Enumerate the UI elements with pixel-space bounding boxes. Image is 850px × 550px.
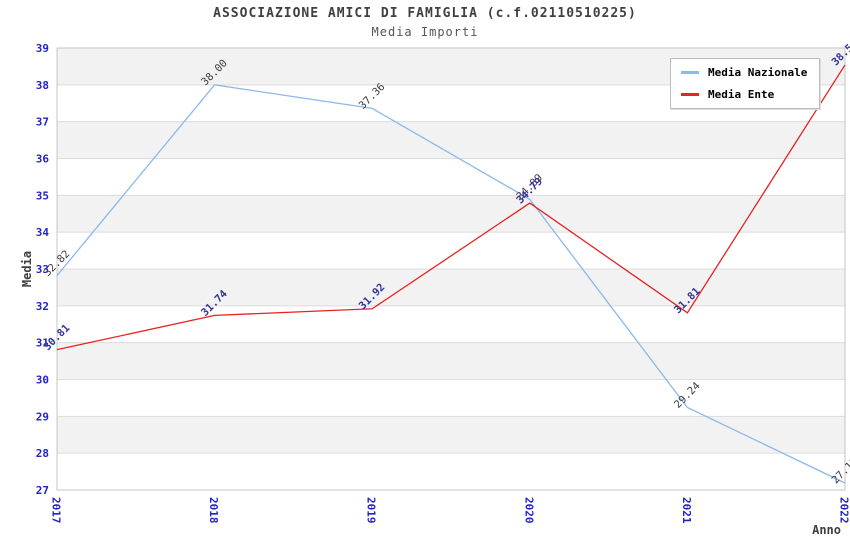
y-tick-label: 34 <box>36 226 50 239</box>
media-ente-line-swatch-icon <box>681 93 699 96</box>
y-tick-label: 35 <box>36 189 49 202</box>
y-tick-label: 32 <box>36 300 49 313</box>
data-point-label: 27.19 <box>829 455 850 486</box>
x-tick-label: 2019 <box>365 497 378 524</box>
data-point-label: 37.36 <box>357 81 388 112</box>
series-line-media-nazionale <box>56 84 846 484</box>
grid-band <box>57 195 845 233</box>
y-tick-label: 30 <box>36 374 49 387</box>
grid-band <box>57 269 845 306</box>
x-tick-label: 2018 <box>207 497 220 524</box>
grid-band <box>57 342 845 380</box>
y-tick-label: 37 <box>36 116 49 129</box>
y-tick-label: 28 <box>36 447 49 460</box>
media-nazionale-line-swatch-icon <box>681 71 699 74</box>
chart-title: ASSOCIAZIONE AMICI DI FAMIGLIA (c.f.0211… <box>213 6 637 21</box>
y-tick-label: 33 <box>36 263 49 276</box>
y-tick-label: 31 <box>36 337 50 350</box>
y-tick-label: 38 <box>36 79 49 92</box>
grid-band <box>57 121 845 159</box>
data-point-label: 29.24 <box>672 380 703 411</box>
x-axis-title: Anno <box>812 523 841 537</box>
y-tick-label: 27 <box>36 484 49 497</box>
legend-label-media-ente: Media Ente <box>708 88 775 101</box>
legend-item-media-ente: Media Ente <box>681 88 807 101</box>
x-tick-label: 2022 <box>838 497 850 524</box>
chart-subtitle: Media Importi <box>371 25 479 39</box>
legend-item-media-nazionale: Media Nazionale <box>681 66 807 79</box>
x-tick-label: 2021 <box>680 497 693 524</box>
legend: Media Nazionale Media Ente <box>670 58 821 109</box>
grid-band <box>57 416 845 454</box>
legend-label-media-nazionale: Media Nazionale <box>708 66 808 79</box>
y-tick-label: 29 <box>36 410 49 423</box>
x-tick-label: 2017 <box>50 497 63 524</box>
plot-border <box>56 47 846 491</box>
y-tick-label: 39 <box>36 42 49 55</box>
y-tick-label: 36 <box>36 153 50 166</box>
series-line-media-ente <box>56 64 846 351</box>
x-tick-label: 2020 <box>522 497 535 524</box>
y-axis-title: Media <box>20 251 34 287</box>
